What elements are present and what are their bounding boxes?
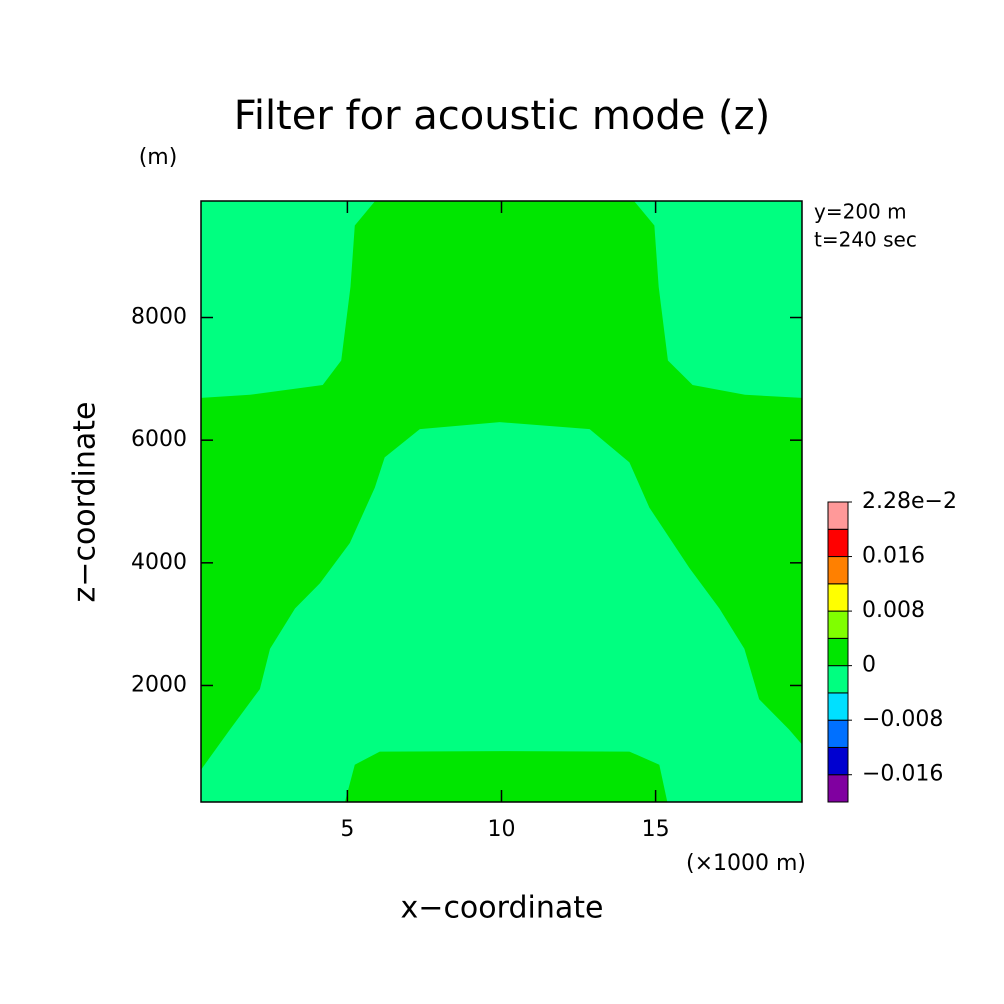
colorbar-box — [827, 610, 849, 639]
x-axis-label: x−coordinate — [401, 891, 604, 926]
colorbar-label: 2.28e−2 — [862, 489, 957, 514]
contour-region — [344, 751, 668, 802]
contour-region — [201, 201, 802, 770]
y-tick-label: 4000 — [131, 550, 187, 575]
colorbar-label: 0.016 — [862, 544, 925, 569]
colorbar-box — [827, 746, 849, 776]
y-tick-label: 2000 — [131, 672, 187, 697]
colorbar-label: 0 — [862, 653, 876, 678]
colorbar-box — [827, 692, 849, 721]
annotation: t=240 sec — [814, 228, 917, 252]
colorbar-label: −0.016 — [862, 762, 943, 787]
colorbar-label: 0.008 — [862, 598, 925, 623]
x-unit: (×1000 m) — [686, 851, 806, 876]
x-tick-label: 5 — [340, 817, 354, 842]
colorbar-box — [827, 583, 849, 612]
colorbar-box — [827, 665, 849, 694]
colorbar-box — [827, 556, 849, 585]
colorbar-box — [827, 528, 849, 558]
y-unit: (m) — [139, 145, 178, 170]
colorbar-box — [827, 719, 849, 748]
y-tick-label: 6000 — [131, 427, 187, 452]
y-tick-label: 8000 — [131, 305, 187, 330]
x-tick-label: 15 — [642, 817, 670, 842]
colorbar-label: −0.008 — [862, 707, 943, 732]
annotation: y=200 m — [814, 200, 907, 224]
chart-title: Filter for acoustic mode (z) — [234, 93, 771, 139]
x-tick-label: 10 — [488, 817, 516, 842]
y-axis-label: z−coordinate — [68, 402, 103, 603]
colorbar-box — [827, 637, 849, 667]
colorbar-box — [827, 774, 849, 803]
colorbar-box — [827, 501, 849, 530]
